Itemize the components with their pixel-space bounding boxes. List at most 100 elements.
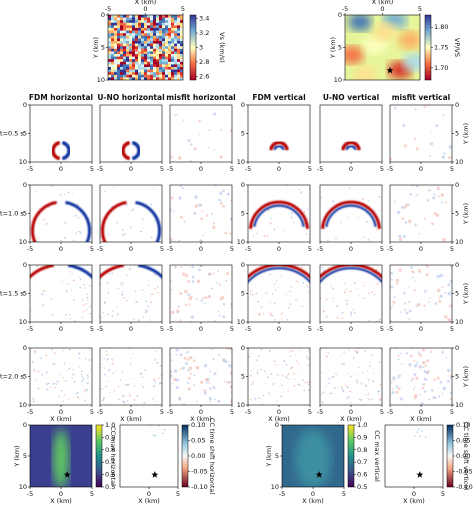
speckle [414, 385, 416, 388]
x-tick-label: -5 [167, 165, 173, 173]
blob [398, 31, 420, 49]
speckle [418, 394, 421, 396]
y-tick-label: 10 [237, 401, 245, 409]
pixel [123, 74, 127, 78]
speckle [152, 434, 155, 436]
panel-image [320, 348, 382, 404]
scatter-wave [378, 397, 382, 400]
pixel [165, 54, 169, 57]
scatter-wave [132, 377, 135, 380]
scatter-wave [61, 281, 63, 283]
speckle [178, 239, 181, 242]
pixel [153, 38, 157, 42]
speckle [391, 387, 394, 390]
pixel [144, 67, 148, 70]
speckle [390, 307, 392, 310]
colorbar-tick-label: 2.6 [199, 72, 209, 80]
pixel [132, 46, 136, 50]
x-tick-label: 5 [380, 165, 384, 173]
speckle [423, 377, 428, 381]
scatter-wave [269, 273, 272, 276]
x-axis-label: X (km) [138, 497, 160, 505]
scatter-wave [286, 318, 289, 321]
pixel [171, 61, 175, 65]
colorbar-tick-label: 0.00 [191, 452, 205, 460]
pixel [150, 56, 154, 60]
speckle [179, 319, 182, 322]
pixel [165, 38, 169, 42]
pixel [141, 38, 145, 42]
pixel [162, 38, 166, 42]
scatter-wave [45, 222, 48, 226]
pixel [141, 15, 145, 18]
scatter-wave [326, 240, 330, 242]
pixel [132, 30, 136, 34]
scatter-wave [50, 297, 53, 300]
pixel [162, 25, 166, 29]
pixel [174, 67, 178, 70]
pixel [177, 51, 181, 55]
pixel [177, 61, 181, 65]
pixel [111, 54, 115, 57]
pixel [117, 25, 121, 29]
speckle [430, 222, 434, 226]
scatter-wave [349, 290, 353, 293]
pixel [126, 67, 130, 70]
pixel [171, 35, 175, 39]
speckle [183, 220, 186, 223]
pixel [129, 28, 133, 31]
scatter-wave [144, 309, 148, 312]
speckle [429, 155, 432, 157]
pixel [114, 30, 118, 34]
pixel [153, 43, 157, 47]
x-tick-label: 5 [181, 5, 185, 13]
pixel [129, 51, 133, 55]
pixel [165, 69, 169, 73]
x-tick-label: 0 [277, 165, 281, 173]
pixel [168, 64, 172, 68]
pixel [174, 59, 178, 63]
pixel [114, 74, 118, 78]
scatter-wave [249, 292, 252, 295]
scatter-wave [345, 288, 348, 291]
wavefront [248, 267, 310, 284]
speckle [450, 279, 452, 283]
speckle [439, 294, 443, 298]
pixel [150, 38, 154, 42]
scatter-wave [141, 386, 145, 389]
colorbar-tick-label: 0.9 [105, 433, 115, 441]
pixel [162, 69, 166, 73]
pixel [144, 28, 148, 31]
blob [345, 46, 364, 64]
pixel [120, 67, 124, 70]
pixel [144, 69, 148, 73]
pixel [156, 22, 160, 26]
pixel [162, 72, 166, 76]
wavefront [131, 140, 141, 161]
speckle [212, 357, 215, 361]
pixel [180, 56, 183, 60]
speckle [210, 212, 214, 215]
speckle [170, 288, 173, 291]
source-star [151, 471, 159, 478]
speckle [405, 311, 409, 315]
pixel [171, 54, 175, 57]
pixel [114, 22, 118, 26]
speckle [414, 108, 417, 111]
speckle [195, 298, 198, 301]
speckle [407, 285, 410, 288]
pixel [174, 51, 178, 55]
scatter-wave [159, 364, 162, 367]
speckle [412, 388, 415, 391]
scatter-wave [103, 373, 106, 376]
speckle [427, 189, 430, 192]
speckle [429, 189, 432, 192]
pixel [114, 51, 118, 55]
pixel [147, 77, 151, 80]
panel-image [170, 348, 232, 405]
panel-image [248, 348, 310, 405]
scatter-wave [37, 387, 40, 390]
speckle [162, 432, 164, 435]
speckle [174, 266, 177, 269]
scatter-wave [328, 378, 331, 380]
